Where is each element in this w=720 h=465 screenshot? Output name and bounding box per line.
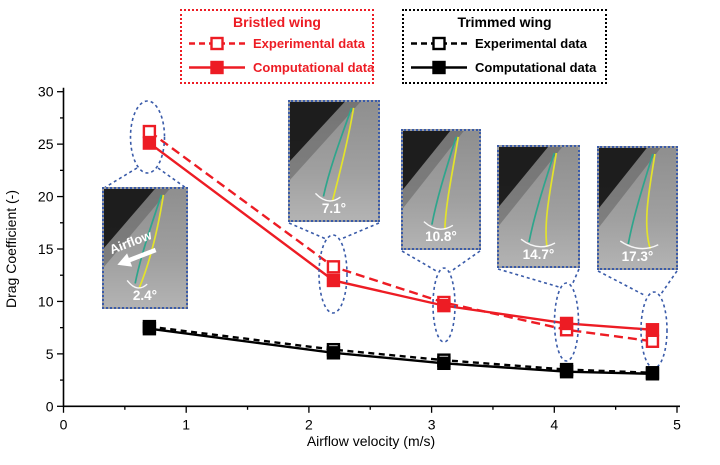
y-tick-label: 10 (38, 293, 54, 309)
angle-arc (619, 240, 659, 250)
legend-label-computational: Computational data (475, 59, 597, 75)
airflow-arrow-head (117, 253, 133, 267)
data-point-filled-square (645, 323, 660, 337)
angle-arc (314, 192, 341, 202)
y-tick-label: 25 (38, 136, 54, 152)
y-tick-label: 5 (46, 346, 54, 362)
legend-trimmed-title: Trimmed wing (457, 14, 552, 30)
solid-filled-square-symbol (189, 60, 245, 74)
legend-bristled-wing: Bristled wing Experimental data Computat… (180, 9, 374, 84)
callout-line (571, 268, 580, 286)
deformed-wing-trace (138, 194, 165, 289)
data-point-filled-square (326, 273, 341, 288)
legend-row-bristled-experimental: Experimental data (188, 32, 372, 54)
y-tick-label: 15 (38, 241, 54, 257)
angle-arc (126, 279, 148, 289)
y-tick-label: 20 (38, 189, 54, 205)
data-point-open-square (142, 124, 157, 139)
airflow-arrow-shaft (127, 247, 157, 263)
wing-photo: 10.8° (403, 131, 479, 248)
legend-trimmed-wing: Trimmed wing Experimental data Computati… (402, 9, 607, 84)
callout-line (288, 222, 327, 240)
wing-photo: 7.1° (290, 102, 378, 220)
data-point-open-square (326, 260, 341, 274)
data-point-filled-square (142, 321, 157, 336)
wing-photo-inset-1: Airflow 2.4° (102, 187, 188, 309)
dashed-open-square-symbol (411, 36, 467, 50)
undeformed-wing-trace (134, 194, 163, 284)
deformed-wing-trace (545, 152, 558, 248)
legend-label-computational: Computational data (253, 59, 375, 75)
dashed-open-square-symbol (189, 36, 245, 50)
zoom-ellipse-1 (129, 100, 166, 174)
photo-dark-corner (403, 131, 451, 190)
wing-photo-inset-5: 17.3° (597, 146, 678, 270)
y-tick-label: 30 (38, 84, 54, 100)
y-axis-title: Drag Coefficient (-) (3, 190, 19, 308)
callout-line (497, 268, 560, 288)
data-point-filled-square (559, 316, 574, 331)
data-point-filled-square (326, 346, 341, 360)
legend-label-experimental: Experimental data (475, 35, 587, 51)
x-tick-label: 3 (428, 416, 436, 432)
legend-row-trimmed-experimental: Experimental data (410, 32, 605, 54)
solid-filled-square-symbol (411, 60, 467, 74)
deformed-wing-trace (645, 153, 656, 250)
angle-label: 7.1° (322, 201, 346, 216)
callout-line (103, 167, 138, 189)
legend-bristled-title: Bristled wing (233, 14, 321, 30)
undeformed-wing-trace (528, 152, 556, 243)
series-line-2 (149, 325, 653, 374)
data-point-filled-square (559, 364, 574, 379)
angle-arc (423, 221, 454, 230)
legend-row-bristled-computational: Computational data (188, 56, 375, 78)
undeformed-wing-trace (322, 107, 353, 197)
wing-photo-inset-3: 10.8° (401, 129, 481, 250)
callout-line (660, 270, 678, 295)
data-point-filled-square (437, 356, 451, 371)
y-tick-label: 0 (46, 398, 54, 414)
callout-line (401, 250, 439, 273)
photo-dark-corner (499, 147, 548, 207)
zoom-ellipse-2 (318, 234, 348, 314)
x-tick-label: 0 (60, 416, 68, 432)
data-point-filled-square (142, 136, 157, 150)
undeformed-wing-trace (627, 153, 654, 245)
x-tick-label: 5 (673, 416, 681, 432)
angle-label: 14.7° (523, 247, 555, 262)
angle-arc (520, 238, 556, 248)
x-tick-label: 4 (550, 416, 558, 432)
undeformed-wing-trace (431, 136, 458, 225)
angle-label: 17.3° (622, 249, 654, 264)
deformed-wing-trace (444, 136, 460, 230)
callout-line (340, 222, 380, 240)
callout-line (449, 250, 481, 273)
angle-label: 10.8° (425, 229, 457, 244)
callout-line (597, 270, 647, 297)
x-tick-label: 1 (182, 416, 190, 432)
data-point-filled-square (645, 367, 660, 381)
wing-photo: 14.7° (499, 147, 578, 266)
wing-photo: 17.3° (599, 148, 676, 268)
callout-line (157, 167, 187, 189)
zoom-ellipse-4 (553, 282, 580, 362)
angle-label: 2.4° (133, 288, 157, 303)
wing-photo-inset-2: 7.1° (288, 100, 380, 222)
x-axis-title: Airflow velocity (m/s) (307, 433, 435, 449)
x-tick-label: 2 (305, 416, 313, 432)
photo-dark-corner (599, 148, 647, 208)
wing-photo-inset-4: 14.7° (497, 145, 580, 268)
legend-label-experimental: Experimental data (253, 35, 365, 51)
zoom-ellipse-3 (432, 267, 456, 343)
deformed-wing-trace (331, 107, 355, 202)
data-point-open-square (645, 334, 660, 348)
legend-row-trimmed-computational: Computational data (410, 56, 605, 78)
data-point-filled-square (437, 298, 451, 313)
